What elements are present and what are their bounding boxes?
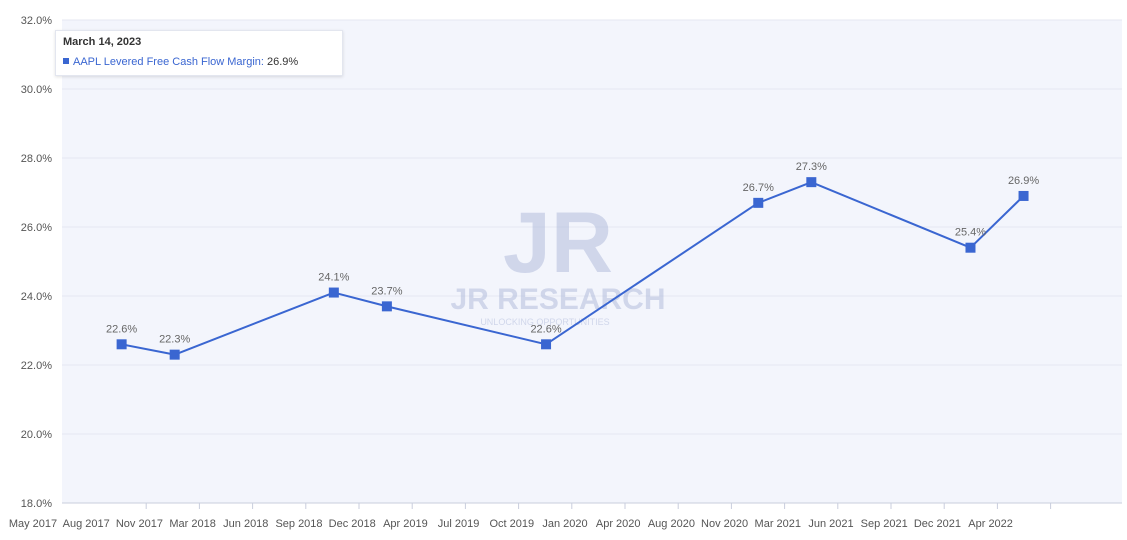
y-tick-label: 20.0% bbox=[21, 429, 52, 441]
x-axis: May 2017 Aug 2017 Nov 2017 Mar 2018 Jun 2018… bbox=[9, 502, 1122, 530]
x-tick-label: Dec 2018 bbox=[329, 518, 376, 530]
square-marker-icon bbox=[63, 58, 69, 64]
y-tick-label: 26.0% bbox=[21, 222, 52, 234]
data-point[interactable] bbox=[753, 197, 764, 208]
data-point[interactable] bbox=[541, 339, 552, 350]
tooltip: March 14, 2023 AAPL Levered Free Cash Fl… bbox=[55, 30, 343, 76]
x-tick-label: Sep 2018 bbox=[275, 518, 322, 530]
x-tick-label: May 2017 bbox=[9, 518, 57, 530]
data-label: 22.6% bbox=[530, 323, 561, 335]
data-point[interactable] bbox=[965, 242, 976, 253]
data-label: 22.3% bbox=[159, 334, 190, 346]
x-tick-label: Apr 2019 bbox=[383, 518, 428, 530]
plot-area bbox=[62, 20, 1122, 503]
data-label: 26.7% bbox=[743, 182, 774, 194]
watermark-brand: JR RESEARCH bbox=[450, 283, 665, 316]
y-tick-label: 18.0% bbox=[21, 498, 52, 510]
data-label: 26.9% bbox=[1008, 175, 1039, 187]
y-tick-label: 28.0% bbox=[21, 153, 52, 165]
y-tick-label: 22.0% bbox=[21, 360, 52, 372]
data-point[interactable] bbox=[328, 287, 339, 298]
data-point[interactable] bbox=[169, 349, 180, 360]
data-label: 27.3% bbox=[796, 161, 827, 173]
x-tick-label: Aug 2020 bbox=[648, 518, 695, 530]
watermark: JR JR RESEARCH UNLOCKING OPPORTUNITIES bbox=[450, 195, 665, 327]
x-tick-label: Apr 2020 bbox=[596, 518, 641, 530]
x-tick-label: Jan 2020 bbox=[542, 518, 587, 530]
data-point[interactable] bbox=[116, 339, 127, 350]
tooltip-series-name: AAPL Levered Free Cash Flow Margin: bbox=[73, 56, 264, 68]
watermark-logo: JR bbox=[503, 195, 613, 291]
x-tick-label: Apr 2022 bbox=[968, 518, 1013, 530]
x-tick-label: Oct 2019 bbox=[489, 518, 534, 530]
data-label: 25.4% bbox=[955, 227, 986, 239]
watermark-tagline: UNLOCKING OPPORTUNITIES bbox=[480, 317, 609, 327]
x-tick-label: Jun 2018 bbox=[223, 518, 268, 530]
data-point[interactable] bbox=[806, 177, 817, 188]
y-tick-label: 32.0% bbox=[21, 15, 52, 27]
x-tick-label: Aug 2017 bbox=[63, 518, 110, 530]
tooltip-value: 26.9% bbox=[267, 56, 299, 68]
x-tick-label: Mar 2018 bbox=[169, 518, 215, 530]
data-point[interactable] bbox=[381, 301, 392, 312]
x-tick-label: Sep 2021 bbox=[861, 518, 908, 530]
x-tick-label: Jun 2021 bbox=[808, 518, 853, 530]
data-point[interactable] bbox=[1018, 190, 1029, 201]
tooltip-row: AAPL Levered Free Cash Flow Margin: 26.9… bbox=[63, 56, 298, 68]
tooltip-date: March 14, 2023 bbox=[63, 36, 142, 48]
data-label: 24.1% bbox=[318, 272, 349, 284]
data-label: 22.6% bbox=[106, 323, 137, 335]
x-tick-label: Nov 2020 bbox=[701, 518, 748, 530]
x-tick-label: Dec 2021 bbox=[914, 518, 961, 530]
y-axis: 18.0% 20.0% 22.0% 24.0% 26.0% 28.0% 30.0% 32.0% bbox=[21, 15, 52, 510]
y-tick-label: 30.0% bbox=[21, 84, 52, 96]
x-tick-label: Jul 2019 bbox=[438, 518, 480, 530]
y-tick-label: 24.0% bbox=[21, 291, 52, 303]
data-labels: 22.6% 22.3% 24.1% 23.7% 22.6% 26.7% 27.3% 25.4%… bbox=[106, 161, 1039, 346]
x-tick-label: Nov 2017 bbox=[116, 518, 163, 530]
x-tick-label: Mar 2021 bbox=[755, 518, 801, 530]
data-label: 23.7% bbox=[371, 285, 402, 297]
series-aapl-lfcf-margin bbox=[116, 177, 1029, 360]
